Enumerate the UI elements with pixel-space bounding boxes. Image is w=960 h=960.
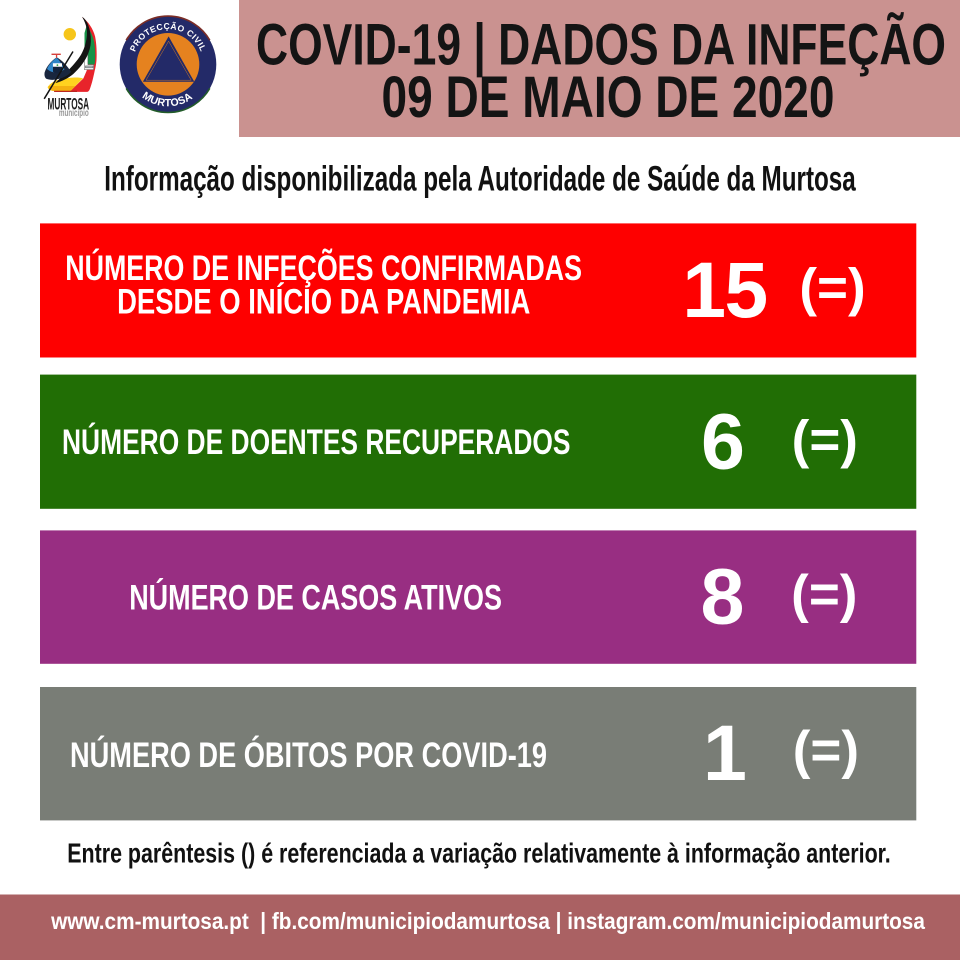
svg-text:1: 1 <box>703 708 747 797</box>
svg-text:Entre parêntesis () é referenc: Entre parêntesis () é referenciada a var… <box>67 838 891 870</box>
svg-text:município: município <box>59 107 89 119</box>
svg-text:(=): (=) <box>799 259 865 318</box>
svg-text:15: 15 <box>682 246 766 334</box>
svg-text:NÚMERO DE INFEÇÕES CONFIRMADAS: NÚMERO DE INFEÇÕES CONFIRMADAS <box>65 247 582 288</box>
svg-text:NÚMERO DE ÓBITOS POR COVID-19: NÚMERO DE ÓBITOS POR COVID-19 <box>70 734 547 775</box>
svg-text:(=): (=) <box>791 565 857 624</box>
svg-text:NÚMERO DE DOENTES RECUPERADOS: NÚMERO DE DOENTES RECUPERADOS <box>62 421 571 462</box>
svg-text:NÚMERO DE CASOS ATIVOS: NÚMERO DE CASOS ATIVOS <box>129 576 502 617</box>
svg-text:(=): (=) <box>792 411 858 470</box>
svg-text:Informação disponibilizada pel: Informação disponibilizada pela Autorida… <box>104 159 856 199</box>
svg-text:DESDE O INÍCIO DA PANDEMIA: DESDE O INÍCIO DA PANDEMIA <box>117 282 530 322</box>
svg-text:8: 8 <box>701 551 745 640</box>
svg-text:(=): (=) <box>793 721 859 780</box>
svg-text:MURTOSA: MURTOSA <box>48 95 90 114</box>
svg-text:6: 6 <box>701 397 745 486</box>
svg-text:09 DE MAIO DE 2020: 09 DE MAIO DE 2020 <box>382 64 835 130</box>
svg-text:COVID-19 | DADOS DA INFEÇÃO: COVID-19 | DADOS DA INFEÇÃO <box>256 11 946 78</box>
svg-text:www.cm-murtosa.pt | fb.com/mu: www.cm-murtosa.pt | fb.com/municipiodamu… <box>50 909 925 935</box>
